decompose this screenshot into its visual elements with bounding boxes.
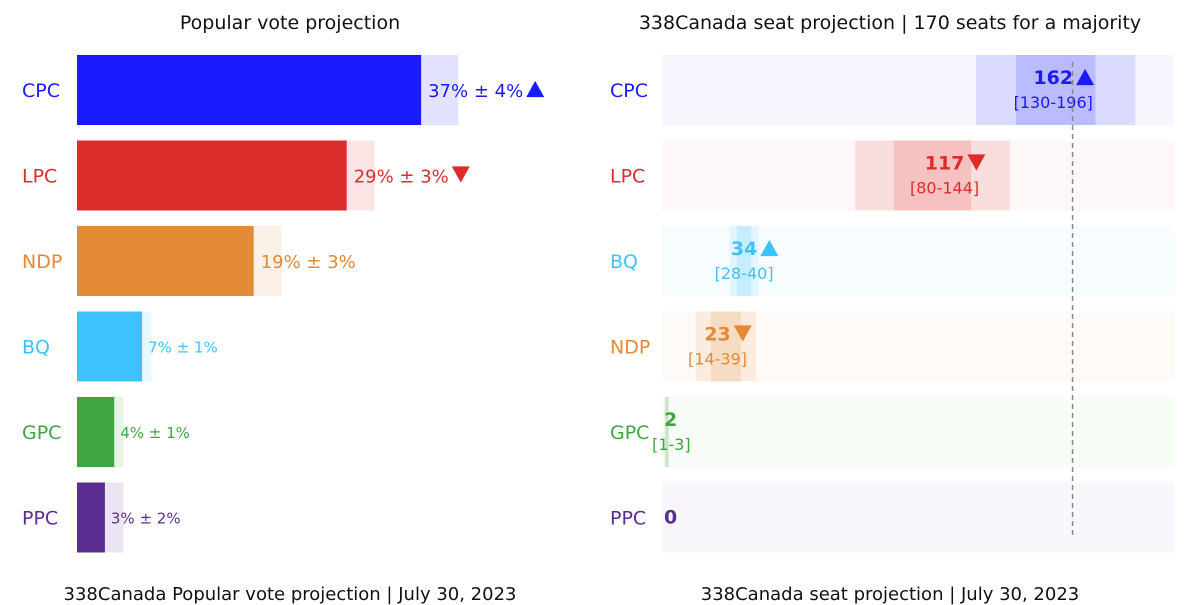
vote-label-bq: 7% ± 1% [148,339,218,357]
seat-row-bg-cpc [662,55,1174,125]
seat-core-band-cpc [1015,55,1096,125]
party-label-bq: BQ [22,337,50,359]
seat-range-label-gpc: [1-3] [652,435,691,454]
vote-bar-gpc [77,397,115,467]
trend-down-icon [451,166,470,183]
trend-up-icon [526,80,545,98]
party-label-ppc: PPC [22,508,58,530]
seat-value-ndp: 23 [704,324,730,346]
seat-value-bq: 34 [731,238,757,260]
seat-row-bg-lpc [662,140,1174,211]
party-label-cpc: CPC [22,80,60,102]
seat-value-cpc: 162 [1033,67,1073,89]
seat-core-band-ndp [710,311,742,382]
vote-bar-lpc [77,140,347,211]
seat-core-band-lpc [893,140,972,211]
seat-value-lpc: 117 [925,153,965,175]
seat-projection-title: 338Canada seat projection | 170 seats fo… [638,12,1142,34]
seat-row-bg-ppc [662,482,1174,553]
seat-party-label-gpc: GPC [610,422,649,444]
seat-trend-down-icon [967,154,986,171]
seat-trend-down-icon [733,325,752,342]
party-label-gpc: GPC [22,422,61,444]
seat-projection-footer: 338Canada seat projection | July 30, 202… [700,584,1080,605]
seat-core-band-bq [736,226,752,296]
seat-party-label-ndp: NDP [610,337,650,359]
seat-core-band-gpc [665,397,669,467]
seat-party-label-ppc: PPC [610,508,646,530]
party-label-ndp: NDP [22,251,62,273]
seat-range-label-cpc: [130-196] [1014,93,1093,112]
seat-range-label-lpc: [80-144] [910,179,979,198]
seat-range-band-cpc [975,55,1136,125]
seat-value-gpc: 2 [664,409,677,431]
vote-label-cpc: 37% ± 4% [428,81,523,102]
vote-label-gpc: 4% ± 1% [120,424,190,442]
seat-range-label-ndp: [14-39] [688,350,747,369]
seat-value-ppc: 0 [664,507,677,529]
vote-bar-cpc [77,55,422,125]
seat-range-band-ndp [695,311,757,382]
seat-row-bg-ndp [662,311,1174,382]
vote-label-ndp: 19% ± 3% [261,252,356,273]
vote-bar-ppc [77,482,105,553]
seat-range-band-gpc [664,397,670,467]
seat-trend-up-icon [760,239,779,257]
seat-party-label-bq: BQ [610,251,638,273]
seat-row-bg-gpc [662,397,1174,467]
seat-party-label-cpc: CPC [610,80,648,102]
seat-range-band-bq [729,226,759,296]
seat-range-band-lpc [855,140,1010,211]
vote-label-ppc: 3% ± 2% [111,510,181,528]
seat-row-bg-bq [662,226,1174,296]
popular-vote-footer: 338Canada Popular vote projection | July… [63,584,517,605]
seat-range-label-bq: [28-40] [715,264,774,283]
vote-bar-ndp [77,226,254,296]
popular-vote-title: Popular vote projection [179,12,401,34]
vote-bar-bq [77,311,143,382]
party-label-lpc: LPC [22,166,57,188]
seat-trend-up-icon [1076,68,1095,86]
seat-party-label-lpc: LPC [610,166,645,188]
vote-label-lpc: 29% ± 3% [354,167,449,188]
